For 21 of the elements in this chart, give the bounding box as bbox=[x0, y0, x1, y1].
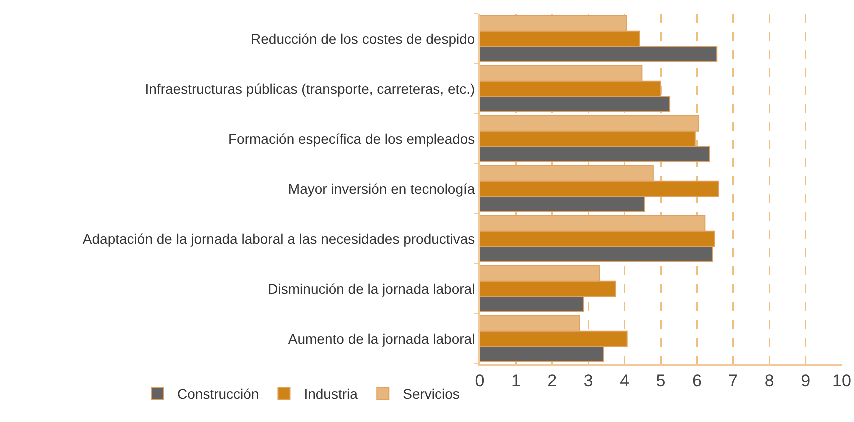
x-tick-label: 4 bbox=[620, 371, 630, 390]
x-tick-label: 1 bbox=[511, 371, 521, 390]
x-tick-label: 9 bbox=[801, 371, 811, 390]
x-tick-label: 2 bbox=[548, 371, 558, 390]
y-tick-label: Adaptación de la jornada laboral a las necesidades productivas bbox=[82, 230, 476, 247]
x-tick-label: 7 bbox=[728, 371, 738, 390]
legend-label: Industria bbox=[304, 386, 358, 402]
y-tick-label: Reducción de los costes de despido bbox=[251, 30, 476, 47]
legend-label: Servicios bbox=[403, 386, 460, 402]
x-tick-label: 6 bbox=[692, 371, 702, 390]
x-tick-label: 10 bbox=[832, 371, 852, 390]
x-tick-label: 8 bbox=[764, 371, 774, 390]
x-tick-label: 0 bbox=[475, 371, 485, 390]
x-tick-label: 5 bbox=[656, 371, 666, 390]
y-tick-label: Formación específica de los empleados bbox=[228, 130, 476, 147]
y-tick-label: Disminución de la jornada laboral bbox=[268, 280, 476, 297]
legend-label: Construcción bbox=[178, 386, 260, 402]
x-tick-label: 3 bbox=[584, 371, 594, 390]
y-tick-label: Mayor inversión en tecnología bbox=[288, 180, 476, 197]
y-tick-label: Infraestructuras públicas (transporte, carreteras, etc.) bbox=[145, 80, 476, 97]
y-tick-label: Aumento de la jornada laboral bbox=[288, 330, 476, 347]
